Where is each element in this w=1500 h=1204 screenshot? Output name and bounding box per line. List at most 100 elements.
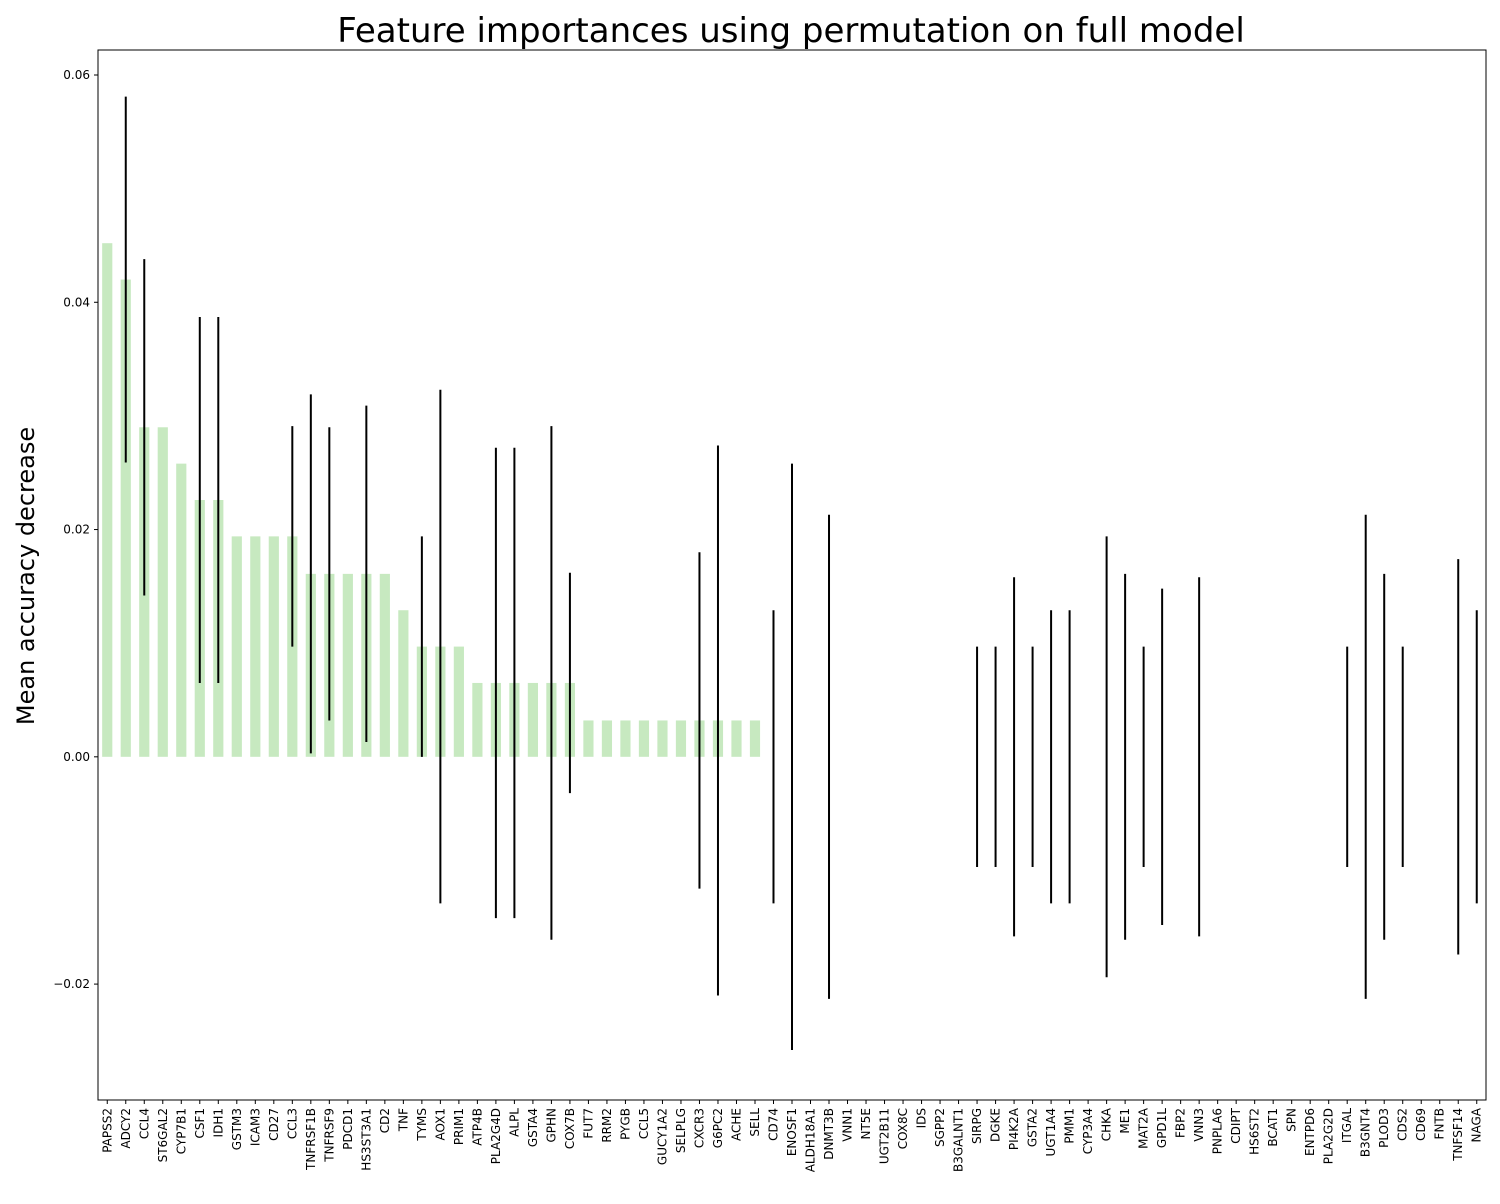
x-tick-label-ccl4: CCL4	[137, 1108, 151, 1139]
x-tick-label-gstm3: GSTM3	[230, 1108, 244, 1150]
y-tick-label-1: 0.00	[63, 750, 90, 764]
bar-fut7	[583, 720, 594, 757]
x-tick-label-b3galnt1: B3GALNT1	[952, 1108, 966, 1172]
x-tick-label-tnfrsf9: TNFRSF9	[322, 1108, 336, 1163]
y-tick-label-3: 0.04	[63, 295, 90, 309]
x-tick-label-adcy2: ADCY2	[119, 1108, 133, 1149]
x-tick-label-ugt1a4: UGT1A4	[1044, 1108, 1058, 1156]
bar-gucy1a2	[657, 720, 668, 757]
x-tick-label-nt5e: NT5E	[859, 1108, 873, 1140]
x-tick-label-gphn: GPHN	[544, 1108, 558, 1143]
x-tick-label-enosf1: ENOSF1	[785, 1108, 799, 1156]
x-tick-label-alpl: ALPL	[507, 1108, 521, 1137]
x-tick-label-aldh18a1: ALDH18A1	[804, 1108, 818, 1172]
x-tick-label-ache: ACHE	[729, 1108, 743, 1141]
x-tick-label-ids: IDS	[915, 1108, 929, 1128]
x-tick-label-ugt2b11: UGT2B11	[878, 1108, 892, 1164]
x-tick-label-gucy1a2: GUCY1A2	[655, 1108, 669, 1165]
x-tick-label-gsta4: GSTA4	[526, 1108, 540, 1147]
y-tick-label-4: 0.06	[63, 68, 90, 82]
x-tick-label-cxcr3: CXCR3	[692, 1108, 706, 1148]
bar-ache	[731, 720, 742, 757]
x-tick-label-cd2: CD2	[378, 1108, 392, 1133]
x-tick-label-mat2a: MAT2A	[1137, 1107, 1151, 1149]
x-tick-label-atp4b: ATP4B	[470, 1108, 484, 1146]
bar-cd2	[379, 573, 390, 757]
x-tick-label-icam3: ICAM3	[248, 1108, 262, 1146]
x-tick-label-cyp3a4: CYP3A4	[1081, 1108, 1095, 1154]
x-tick-label-ccl5: CCL5	[637, 1108, 651, 1139]
x-tick-label-gsta2: GSTA2	[1026, 1108, 1040, 1147]
x-tick-label-plod3: PLOD3	[1377, 1108, 1391, 1148]
x-tick-label-vnn1: VNN1	[841, 1108, 855, 1142]
x-tick-label-sell: SELL	[748, 1108, 762, 1137]
bar-tnf	[398, 610, 409, 757]
x-tick-label-pla2g4d: PLA2G4D	[489, 1108, 503, 1164]
error-bars-layer	[124, 96, 1478, 1050]
chart-title: Feature importances using permutation on…	[337, 11, 1245, 51]
x-tick-label-csf1: CSF1	[193, 1108, 207, 1139]
bar-adcy2	[120, 279, 131, 757]
bar-ccl5	[638, 720, 650, 757]
x-tick-label-cdipt: CDIPT	[1229, 1107, 1243, 1143]
plot-frame	[97, 49, 1487, 1101]
x-tick-label-tnfsf14: TNFSF14	[1451, 1108, 1465, 1162]
x-tick-label-vnn3: VNN3	[1192, 1108, 1206, 1142]
bar-prim1	[453, 646, 464, 757]
x-tick-label-cd69: CD69	[1414, 1108, 1428, 1141]
bars-layer	[102, 243, 761, 757]
bar-papss2	[102, 243, 113, 757]
x-tick-label-tnfrsf1b: TNFRSF1B	[304, 1108, 318, 1171]
x-tick-label-cox7b: COX7B	[563, 1108, 577, 1149]
x-tick-label-pdcd1: PDCD1	[341, 1108, 355, 1150]
x-tick-label-pnpla6: PNPLA6	[1211, 1108, 1225, 1154]
x-tick-label-rrm2: RRM2	[600, 1108, 614, 1143]
x-tick-label-hs6st2: HS6ST2	[1248, 1108, 1262, 1155]
x-tick-label-pygb: PYGB	[618, 1108, 632, 1140]
x-tick-label-tnf: TNF	[396, 1108, 410, 1132]
bar-pdcd1	[342, 573, 353, 757]
x-tick-label-dnmt3b: DNMT3B	[822, 1108, 836, 1160]
bar-sell	[749, 720, 761, 757]
x-tick-label-chka: CHKA	[1100, 1107, 1114, 1141]
x-tick-label-pla2g2d: PLA2G2D	[1322, 1108, 1336, 1164]
x-tick-label-sgpp2: SGPP2	[933, 1108, 947, 1147]
y-axis-label: Mean accuracy decrease	[12, 427, 40, 725]
x-tick-label-naga: NAGA	[1470, 1107, 1484, 1142]
x-tick-label-fut7: FUT7	[581, 1108, 595, 1139]
bar-gsta4	[527, 682, 538, 757]
x-tick-label-gpd1l: GPD1L	[1155, 1108, 1169, 1148]
bar-st6gal2	[157, 427, 168, 757]
x-tick-label-cd27: CD27	[267, 1108, 281, 1141]
x-tick-label-aox1: AOX1	[433, 1108, 447, 1141]
x-tick-label-papss2: PAPSS2	[100, 1108, 114, 1153]
x-tick-label-cyp7b1: CYP7B1	[174, 1108, 188, 1154]
x-tick-label-idh1: IDH1	[211, 1108, 225, 1137]
x-tick-label-itgal: ITGAL	[1340, 1108, 1354, 1143]
x-tick-label-b3gnt4: B3GNT4	[1359, 1108, 1373, 1157]
bar-icam3	[250, 536, 261, 757]
y-tick-label-2: 0.02	[63, 523, 90, 537]
x-tick-label-bcat1: BCAT1	[1266, 1108, 1280, 1147]
x-tick-label-fntb: FNTB	[1433, 1108, 1447, 1139]
x-tick-label-cds2: CDS2	[1396, 1108, 1410, 1141]
bar-gstm3	[231, 536, 242, 757]
x-tick-label-me1: ME1	[1118, 1108, 1132, 1134]
x-tick-label-spn: SPN	[1285, 1108, 1299, 1132]
x-tick-label-st6gal2: ST6GAL2	[156, 1108, 170, 1162]
axes-layer: PAPSS2 ADCY2 CCL4 ST6GAL2 CYP7B1 CSF1 IDH1 GSTM…	[53, 49, 1487, 1172]
x-tick-label-selplg: SELPLG	[674, 1108, 688, 1153]
bar-atp4b	[472, 682, 483, 757]
x-tick-label-pmm1: PMM1	[1063, 1108, 1077, 1144]
bar-selplg	[675, 720, 687, 757]
bar-cyp7b1	[176, 463, 187, 757]
x-tick-label-sirpg: SIRPG	[970, 1108, 984, 1144]
x-tick-label-prim1: PRIM1	[452, 1108, 466, 1145]
bar-ccl3	[287, 536, 298, 757]
x-tick-label-ccl3: CCL3	[285, 1108, 299, 1139]
x-tick-label-cox8c: COX8C	[896, 1108, 910, 1149]
bar-cd27	[268, 536, 279, 757]
x-tick-label-entpd6: ENTPD6	[1303, 1108, 1317, 1156]
